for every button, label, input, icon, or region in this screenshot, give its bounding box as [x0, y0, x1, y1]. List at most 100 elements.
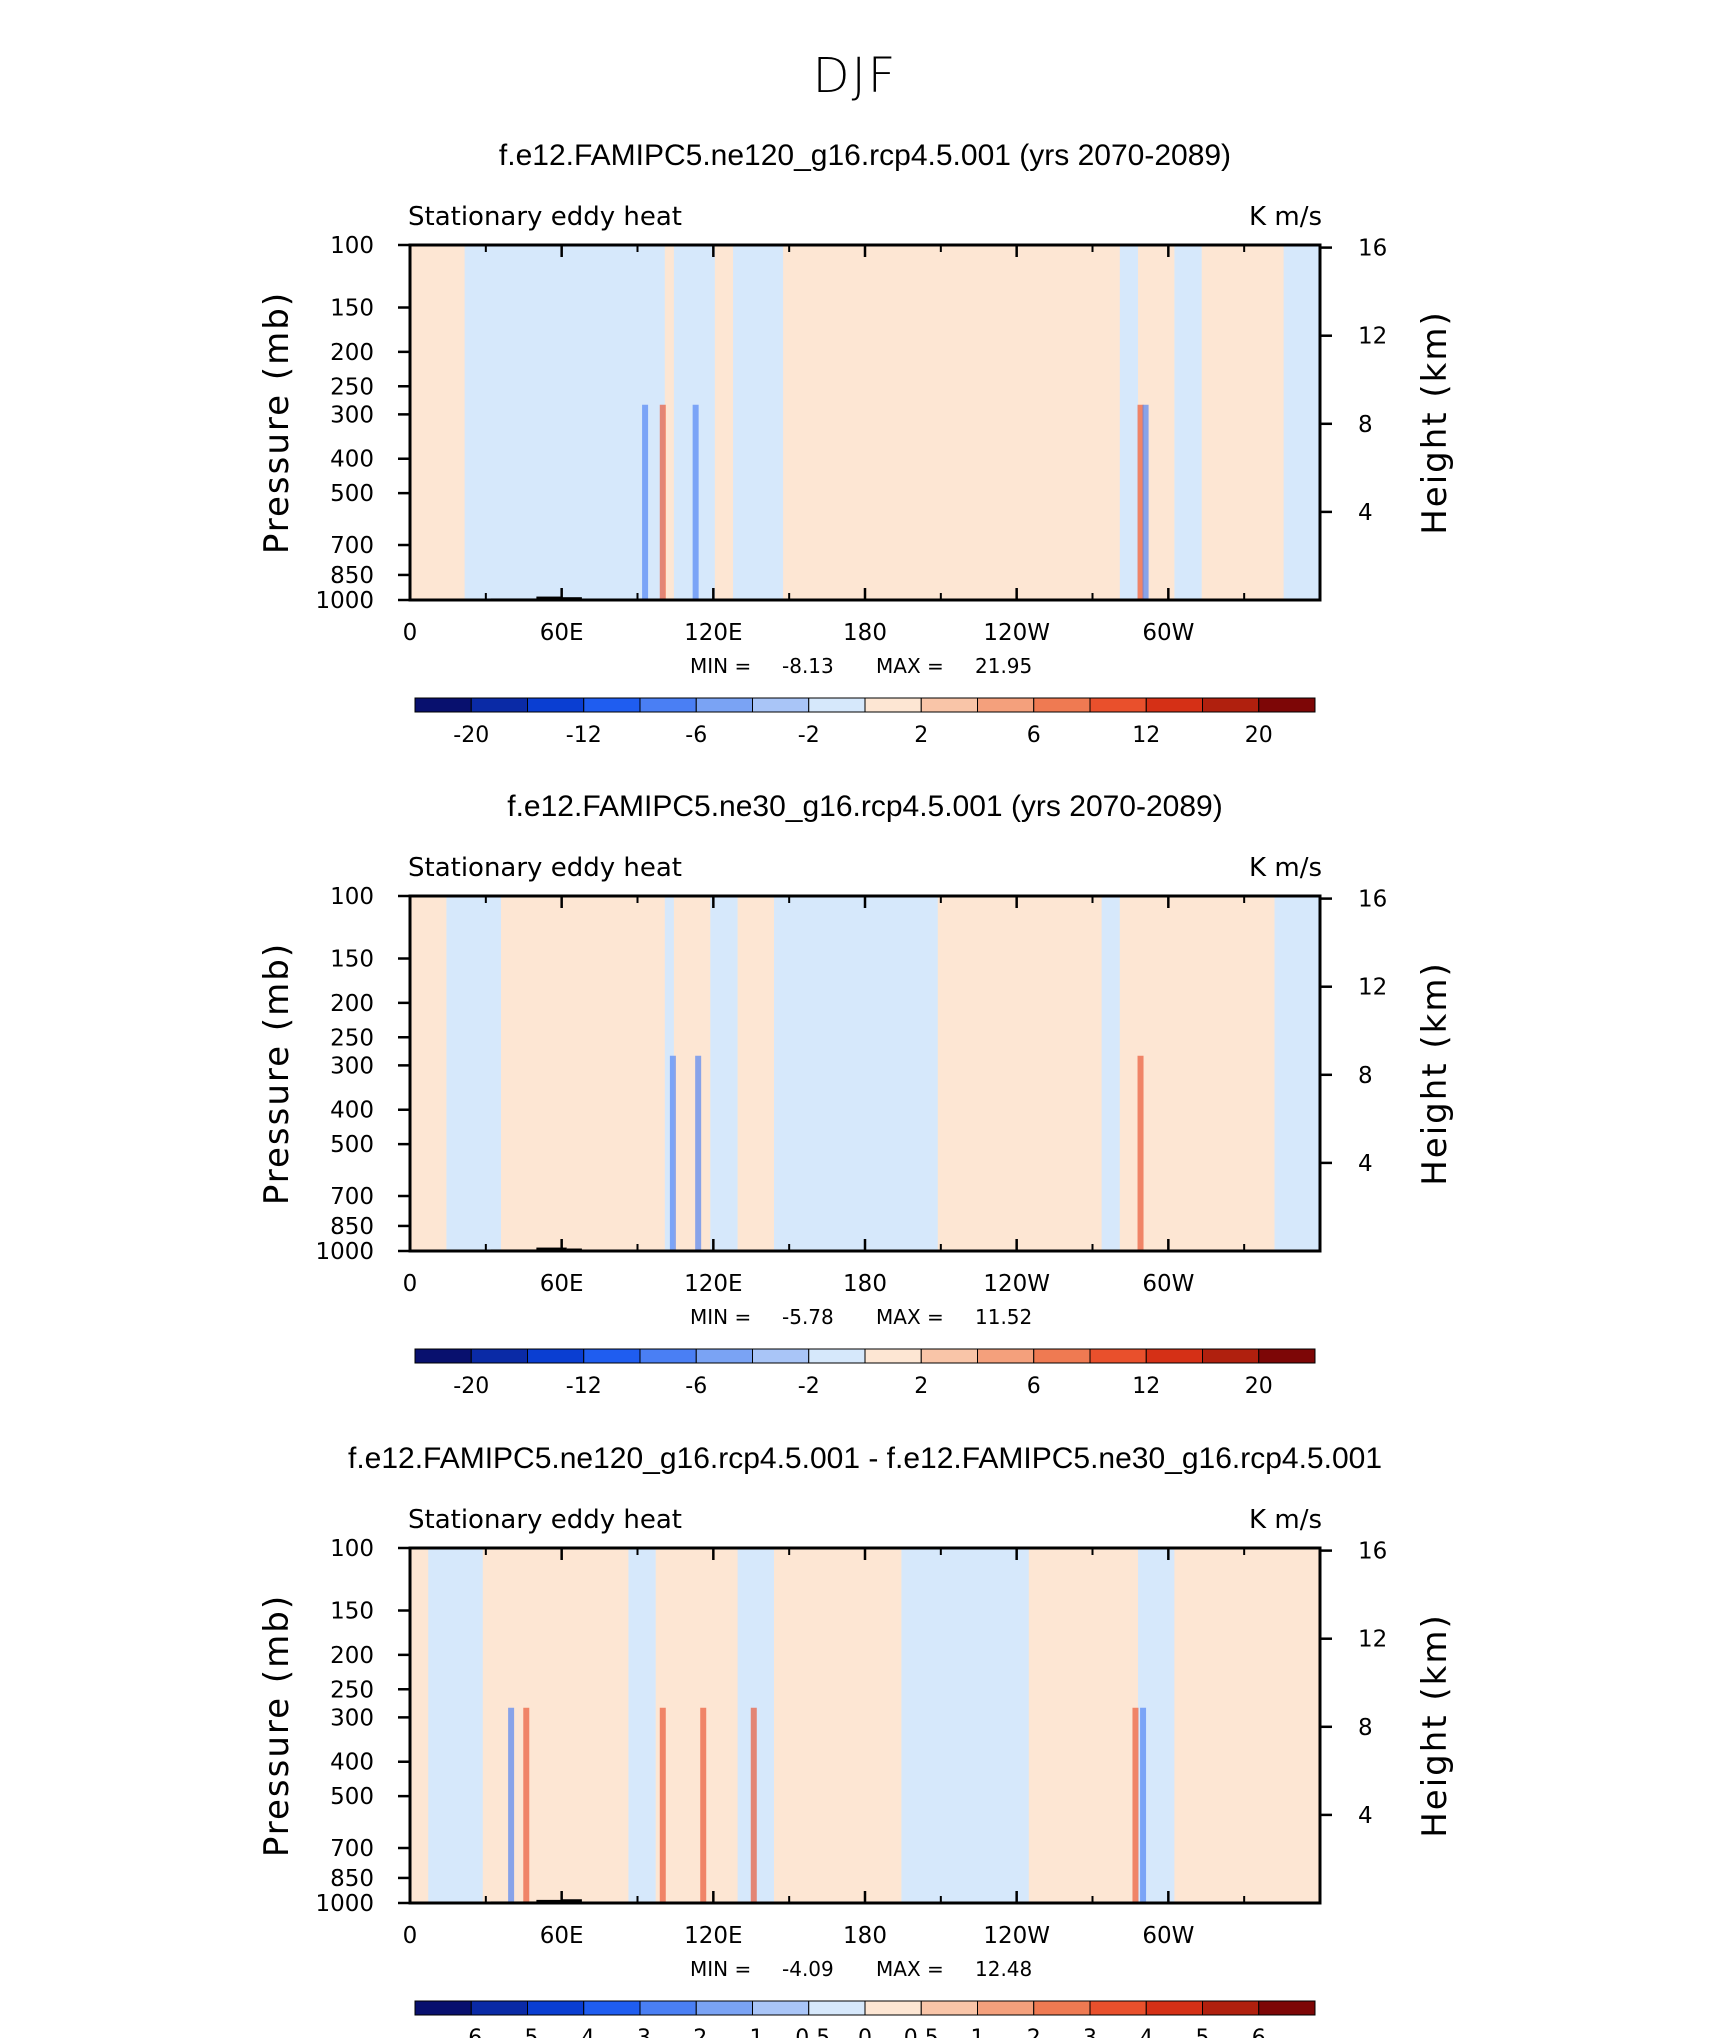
y2-tick-label: 12 — [1358, 975, 1387, 1001]
y-tick-label: 400 — [330, 1098, 374, 1124]
streak-0 — [508, 1707, 515, 1903]
y2-tick-label: 12 — [1358, 324, 1387, 350]
panel-title: f.e12.FAMIPC5.ne120_g16.rcp4.5.001 - f.e… — [348, 1442, 1382, 1475]
panels: f.e12.FAMIPC5.ne120_g16.rcp4.5.001 (yrs … — [257, 139, 1455, 2038]
streak-5 — [1132, 1707, 1139, 1903]
y2-tick-label: 12 — [1358, 1627, 1387, 1653]
colorbar-label: -6 — [685, 723, 707, 748]
y-tick-label: 200 — [330, 340, 374, 366]
y-tick-label: 100 — [330, 884, 374, 910]
y-tick-label: 700 — [330, 1184, 374, 1210]
colorbar-box — [808, 697, 866, 713]
left-string: Stationary eddy heat — [408, 202, 682, 232]
streak-2 — [692, 404, 699, 600]
colorbar-box — [470, 697, 528, 713]
streak-0 — [642, 404, 649, 600]
colorbar-box — [808, 2000, 866, 2016]
max-label: MAX = — [876, 1305, 944, 1329]
x-tick-label: 180 — [843, 1923, 887, 1949]
units-string: K m/s — [1249, 853, 1322, 883]
y2-tick-label: 8 — [1358, 1715, 1373, 1741]
colorbar-label: 2 — [914, 723, 928, 748]
colorbar-label: 20 — [1245, 723, 1273, 748]
y-tick-label: 300 — [330, 1705, 374, 1731]
streak-6 — [1140, 1707, 1147, 1903]
y-tick-label: 700 — [330, 1836, 374, 1862]
y-tick-label: 850 — [330, 563, 374, 589]
colorbar-box — [1202, 697, 1260, 713]
colorbar-label: -6 — [685, 1374, 707, 1399]
y2-tick-label: 8 — [1358, 1063, 1373, 1089]
colorbar-label: 5 — [1196, 2026, 1210, 2038]
colorbar-box — [864, 697, 922, 713]
y2-axis-title: Height (km) — [1415, 310, 1455, 535]
y-tick-label: 400 — [330, 1750, 374, 1776]
panel-title: f.e12.FAMIPC5.ne30_g16.rcp4.5.001 (yrs 2… — [507, 790, 1222, 823]
y-tick-label: 100 — [330, 1536, 374, 1562]
max-label: MAX = — [876, 1957, 944, 1981]
colorbar-box — [920, 1348, 978, 1364]
colorbar-box — [977, 2000, 1035, 2016]
colorbar-label: -5 — [517, 2026, 539, 2038]
colorbar-box — [1145, 2000, 1203, 2016]
colorbar-label: -20 — [453, 723, 489, 748]
colorbar-box — [864, 2000, 922, 2016]
y-tick-label: 850 — [330, 1866, 374, 1892]
colorbar-box — [1089, 697, 1147, 713]
min-label: MIN = — [690, 1957, 751, 1981]
y-tick-label: 700 — [330, 533, 374, 559]
colorbar-label: -2 — [798, 1374, 820, 1399]
max-value: 21.95 — [975, 654, 1032, 678]
positive-region-2 — [655, 1548, 738, 1903]
streak-2 — [659, 1707, 666, 1903]
positive-region-2 — [714, 245, 734, 600]
colorbar-box — [864, 1348, 922, 1364]
y2-tick-label: 16 — [1358, 887, 1387, 913]
colorbar-label: 12 — [1132, 723, 1160, 748]
y-axis-title: Pressure (mb) — [257, 291, 297, 554]
streak-1 — [523, 1707, 530, 1903]
x-tick-label: 120E — [684, 1923, 742, 1949]
min-label: MIN = — [690, 1305, 751, 1329]
y2-axis-title: Height (km) — [1415, 961, 1455, 1186]
y-tick-label: 100 — [330, 233, 374, 259]
topography-2 — [561, 1899, 582, 1903]
colorbar-box — [1258, 1348, 1316, 1364]
colorbar-label: 2 — [1027, 2026, 1041, 2038]
colorbar-box — [639, 1348, 697, 1364]
colorbar-box — [583, 697, 641, 713]
positive-region-1 — [664, 245, 674, 600]
topography-1 — [536, 596, 562, 600]
y-tick-label: 150 — [330, 947, 374, 973]
colorbar-box — [920, 2000, 978, 2016]
colorbar-box — [414, 2000, 472, 2016]
colorbar-box — [583, 1348, 641, 1364]
x-tick-label: 0 — [403, 620, 418, 646]
y-tick-label: 500 — [330, 1132, 374, 1158]
min-label: MIN = — [690, 654, 751, 678]
y-tick-label: 400 — [330, 447, 374, 473]
colorbar-box — [977, 697, 1035, 713]
streak-4 — [1142, 404, 1149, 600]
colorbar-label: -2 — [685, 2026, 707, 2038]
y-tick-label: 500 — [330, 1784, 374, 1810]
y-tick-label: 200 — [330, 991, 374, 1017]
colorbar-box — [752, 1348, 810, 1364]
y-tick-label: 1000 — [315, 1891, 374, 1917]
left-string: Stationary eddy heat — [408, 1505, 682, 1535]
left-string: Stationary eddy heat — [408, 853, 682, 883]
colorbar-box — [1089, 2000, 1147, 2016]
colorbar-box — [808, 1348, 866, 1364]
streak-0 — [669, 1055, 676, 1251]
panel-1: f.e12.FAMIPC5.ne120_g16.rcp4.5.001 (yrs … — [257, 139, 1455, 748]
colorbar-box — [414, 1348, 472, 1364]
streak-2 — [1137, 1055, 1144, 1251]
positive-region-1 — [482, 1548, 629, 1903]
y-tick-label: 1000 — [315, 1239, 374, 1265]
streak-3 — [700, 1707, 707, 1903]
colorbar-box — [695, 2000, 753, 2016]
colorbar-label: 1 — [971, 2026, 985, 2038]
y2-tick-label: 4 — [1358, 500, 1373, 526]
colorbar-label: 6 — [1027, 723, 1041, 748]
colorbar-box — [527, 697, 585, 713]
